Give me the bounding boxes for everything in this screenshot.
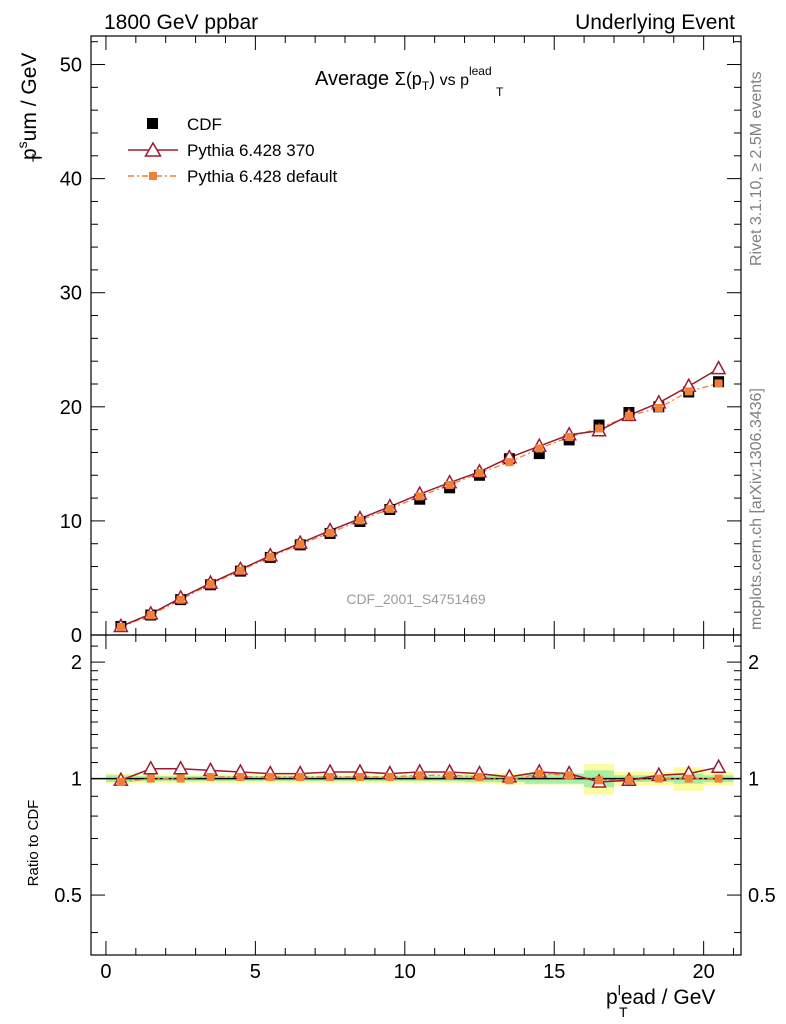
ratio-pythia-default-point [654,774,663,783]
cdf-point [533,448,545,460]
ratio-frame [90,634,742,956]
x-tick-label: 0 [100,961,111,983]
y-tick-label: 20 [60,397,82,419]
y-axis-label: psum / GeV [14,53,41,160]
pythia-default-point [445,480,454,489]
mcplots-label: mcplots.cern.ch [arXiv:1306.3436] [748,388,765,630]
pythia-default-point [296,540,305,549]
pythia-default-point [266,552,275,561]
legend-cdf-label: CDF [187,115,222,134]
ratio-pythia-default-point [206,772,215,781]
y-axis-label-sub: T [29,153,45,162]
ratio-pythia-default-point [385,772,394,781]
ratio-pythia-default-point [415,771,424,780]
pythia-default-point [624,411,633,420]
pythia-default-point [116,623,125,632]
legend-py370-marker [144,141,162,157]
pythia-default-point [236,566,245,575]
x-tick-label: 15 [543,961,565,983]
y-tick-label: 0 [71,625,82,647]
pythia-370-point [710,360,727,375]
ratio-pythia-default-point [684,774,693,783]
y-tick-label: 30 [60,283,82,305]
pythia-default-point [415,492,424,501]
ratio-y-axis-label: Ratio to CDF [25,800,42,887]
pythia-default-point [684,387,693,396]
legend-py370-label: Pythia 6.428 370 [187,141,315,160]
ratio-pythia-default-point [595,776,604,785]
ratio-y-tick-label: 0.5 [54,885,82,907]
ratio-y-tick-label-right: 1 [748,769,759,791]
pythia-default-point [146,611,155,620]
rivet-label: Rivet 3.1.10, ≥ 2.5M events [748,71,765,266]
ratio-pythia-default-point [355,772,364,781]
pythia-default-point [176,595,185,604]
pythia-default-point [654,403,663,412]
ratio-pythia-370-point [710,758,727,773]
ratio-pythia-default-point [266,772,275,781]
header-right: Underlying Event [575,11,735,34]
ratio-pythia-370-point [172,760,189,775]
ratio-pythia-default-point [296,772,305,781]
x-tick-label: 10 [394,961,416,983]
ratio-y-tick-label-right: 2 [748,652,759,674]
pythia-default-point [475,468,484,477]
ratio-pythia-default-point [146,774,155,783]
ratio-pythia-default-point [505,776,514,785]
ratio-y-tick-label-right: 0.5 [748,885,776,907]
ratio-pythia-default-point [445,771,454,780]
pythia-default-point [206,580,215,589]
analysis-watermark: CDF_2001_S4751469 [346,591,486,607]
y-tick-label: 50 [60,55,82,77]
ratio-y-tick-label: 2 [71,652,82,674]
ratio-pythia-default-point [116,777,125,786]
ratio-pythia-default-point [565,771,574,780]
pythia-default-point [565,433,574,442]
pythia-default-point [385,504,394,513]
x-tick-label: 20 [693,961,715,983]
pythia-default-point [326,528,335,537]
x-axis-label: plead / GeV [606,982,715,1009]
ratio-pythia-default-point [714,774,723,783]
plot-title: Average Σ(pT) vs plead [315,64,492,93]
ratio-pythia-370-point [143,760,159,775]
ratio-pythia-default-point [624,776,633,785]
legend: CDF Pythia 6.428 370 Pythia 6.428 defaul… [128,115,338,186]
pythia-default-point [595,424,604,433]
ratio-pythia-default-point [176,774,185,783]
pythia-default-point [714,379,723,388]
x-axis-label-sub: T [619,1004,628,1020]
title-sub-t: T [496,85,504,99]
legend-pydef-marker [149,172,157,180]
ratio-plot: 0 5 10 15 20 0.5 0.5 1 1 2 2 [54,634,776,983]
pythia-default-point [505,458,514,467]
x-tick-label: 5 [250,961,261,983]
ratio-pythia-default-point [236,772,245,781]
pythia-default-point [535,444,544,453]
ratio-y-tick-label: 1 [71,769,82,791]
ratio-pythia-default-point [535,769,544,778]
ratio-pythia-default-point [326,772,335,781]
main-plot: 0 10 20 30 40 50 [60,35,742,955]
pythia-default-point [355,516,364,525]
header-left: 1800 GeV ppbar [104,11,258,34]
y-tick-label: 40 [60,169,82,191]
y-tick-label: 10 [60,511,82,533]
ratio-pythia-default-point [475,772,484,781]
legend-cdf-marker [147,118,158,129]
legend-pydef-label: Pythia 6.428 default [187,167,338,186]
